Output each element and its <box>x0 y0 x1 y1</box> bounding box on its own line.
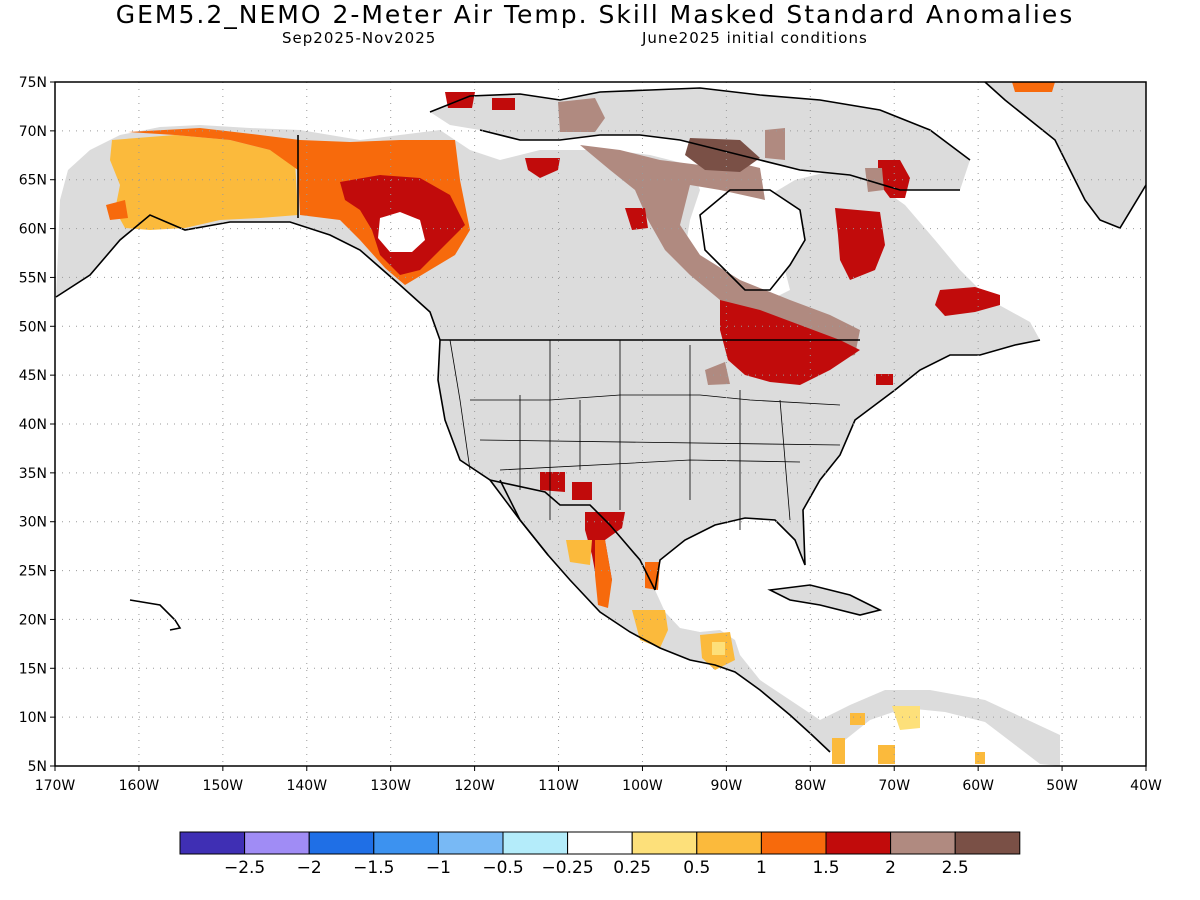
colorbar-swatch <box>631 831 698 855</box>
coastlines <box>55 82 1146 753</box>
anomaly-southwest-red-2 <box>572 482 592 500</box>
anomaly-arctic-red-2 <box>492 98 515 110</box>
lon-tick-label: 80W <box>794 778 826 794</box>
latitude-axis: 75N 70N 65N 60N 55N 50N 45N 40N 35N 30N 25N 20N 15N 1… <box>19 75 55 775</box>
lat-tick-label: 45N <box>19 368 47 384</box>
lon-tick-label: 40W <box>1130 778 1162 794</box>
colorbar-swatch <box>373 831 439 855</box>
lon-tick-label: 60W <box>962 778 994 794</box>
anomaly-hudson-red <box>625 208 648 230</box>
lat-tick-label: 40N <box>19 417 47 433</box>
state-borders <box>449 339 841 530</box>
colorbar-swatch <box>567 831 633 855</box>
lat-tick-label: 50N <box>19 319 47 335</box>
colorbar-label: −2.5 <box>223 858 266 878</box>
colorbar-swatch <box>890 831 956 855</box>
lat-tick-label: 65N <box>19 173 47 189</box>
anomaly-mexico-amber <box>566 540 592 565</box>
anomaly-alaska-0.5 <box>110 135 298 230</box>
anomaly-greatlakes-2.0 <box>720 300 860 385</box>
longitude-axis: 170W 160W 150W 140W 130W 120W 110W 100W 90W 80W 70… <box>35 766 1162 794</box>
map-title: GEM5.2_NEMO 2-Meter Air Temp. Skill Mask… <box>115 0 1075 29</box>
lon-tick-label: 150W <box>203 778 244 794</box>
colorbar-label: −0.25 <box>541 858 594 878</box>
anomaly-greenland-orange <box>1012 82 1055 92</box>
anomaly-quebec-2.0 <box>835 208 885 280</box>
lon-tick-label: 160W <box>119 778 160 794</box>
lat-tick-label: 15N <box>19 661 47 677</box>
colorbar-label: −1 <box>425 858 451 878</box>
colorbar-label: 1.5 <box>812 858 840 878</box>
lon-tick-label: 110W <box>538 778 579 794</box>
initial-conditions-label: June2025 initial conditions <box>642 29 868 47</box>
colorbar-swatch <box>760 831 827 855</box>
lat-tick-label: 20N <box>19 612 47 628</box>
colorbar-swatch <box>502 831 569 855</box>
lat-tick-label: 35N <box>19 466 47 482</box>
anomaly-arctic-red-3 <box>525 158 560 178</box>
colorbar-label: −1.5 <box>353 858 395 878</box>
lon-tick-label: 50W <box>1046 778 1078 794</box>
colorbar-swatch <box>437 831 504 855</box>
colorbar <box>179 831 1021 855</box>
anomaly-southwest-red-1 <box>540 472 565 492</box>
colorbar-label: −0.5 <box>482 858 524 878</box>
colorbar-swatch <box>954 831 1021 855</box>
cuba-land <box>770 585 880 615</box>
lat-tick-label: 30N <box>19 515 47 531</box>
lon-tick-label: 100W <box>622 778 663 794</box>
anomaly-greatlakes-brown <box>705 362 730 385</box>
lat-tick-label: 70N <box>19 124 47 140</box>
lon-tick-label: 130W <box>370 778 411 794</box>
anomaly-baffin-red <box>878 160 910 198</box>
lat-tick-label: 25N <box>19 564 47 580</box>
lat-tick-label: 55N <box>19 270 47 286</box>
lat-tick-label: 5N <box>28 759 47 775</box>
colorbar-swatch <box>825 831 892 855</box>
anomaly-southamerica-yellow <box>892 706 920 730</box>
lon-tick-label: 120W <box>454 778 495 794</box>
season-label: Sep2025-Nov2025 <box>282 29 437 47</box>
anomaly-labrador-2.0 <box>935 287 1000 316</box>
anomaly-newengland-red <box>876 374 893 385</box>
colorbar-label: −2 <box>296 858 322 878</box>
lat-tick-label: 75N <box>19 75 47 91</box>
anomaly-mexico-orange <box>595 540 612 608</box>
anomaly-yucatan-yellow <box>712 642 725 655</box>
colorbar-label: 2.5 <box>941 858 969 878</box>
lon-tick-label: 170W <box>35 778 76 794</box>
anomaly-bc-hole <box>378 212 425 252</box>
north-america-land <box>56 125 1060 766</box>
anomaly-alaska-small-orange <box>106 200 128 220</box>
lon-tick-label: 140W <box>286 778 327 794</box>
colorbar-label: 1 <box>755 858 767 878</box>
colorbar-label: 0.25 <box>613 858 652 878</box>
lat-tick-label: 10N <box>19 710 47 726</box>
colorbar-swatch <box>308 831 375 855</box>
colorbar-swatch <box>244 831 310 855</box>
colorbar-label: 2 <box>885 858 897 878</box>
lon-tick-label: 70W <box>878 778 910 794</box>
anomaly-canada-brown-2.5 <box>580 145 860 360</box>
colorbar-label: 0.5 <box>683 858 711 878</box>
lat-tick-label: 60N <box>19 222 47 238</box>
colorbar-swatch <box>179 831 246 855</box>
anomaly-arctic-brown-2 <box>765 128 785 160</box>
greenland-land <box>985 82 1146 228</box>
lon-tick-label: 90W <box>711 778 743 794</box>
anomaly-arctic-brown-1 <box>558 98 605 132</box>
colorbar-swatch <box>696 831 762 855</box>
